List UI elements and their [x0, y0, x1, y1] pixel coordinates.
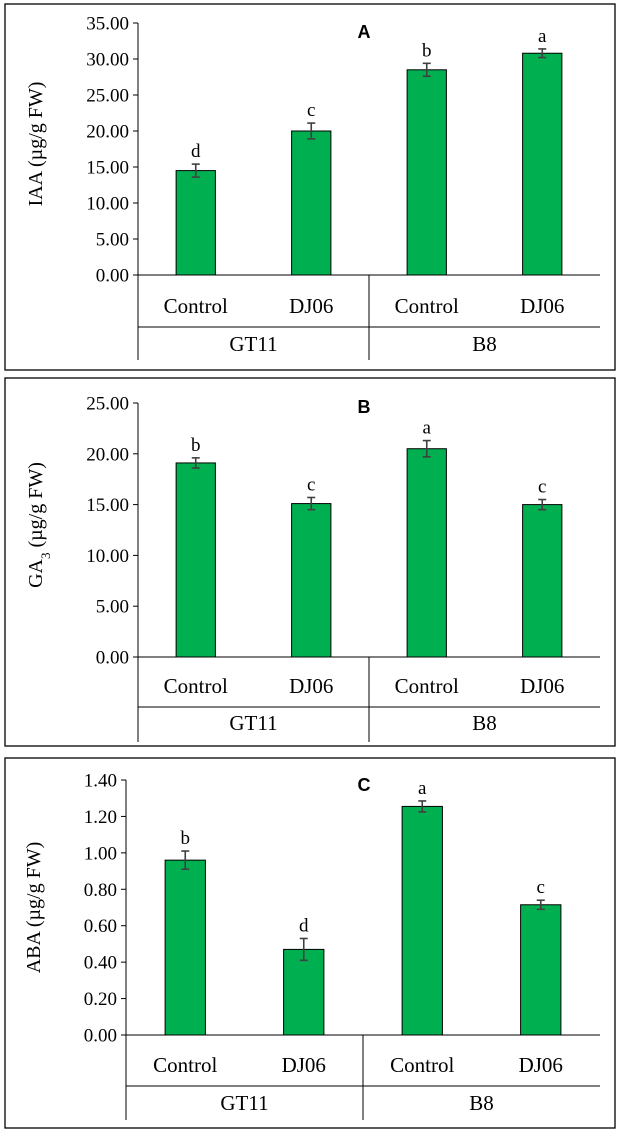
y-axis-label-main: ABA	[23, 930, 45, 973]
bar-gt11-dj06	[291, 503, 332, 658]
bar-b8-dj06	[522, 52, 563, 276]
x-group-label: B8	[472, 711, 497, 735]
y-axis-label-main: IAA	[25, 170, 47, 206]
significance-label: c	[307, 100, 315, 121]
bar-b8-control	[401, 805, 443, 1036]
panel-frame	[4, 757, 616, 1129]
bar-gt11-control	[175, 170, 216, 276]
x-group-label: B8	[469, 1091, 494, 1115]
y-axis-label: GA3 (µg/g FW)	[25, 462, 53, 588]
x-category-label: Control	[390, 1053, 454, 1077]
y-tick-label: 20.00	[86, 122, 129, 143]
significance-label: c	[538, 477, 546, 498]
y-axis-label: ABA (µg/g FW)	[23, 842, 45, 974]
y-axis-label-main: GA	[25, 558, 47, 587]
y-tick-label: 0.20	[84, 989, 117, 1010]
panel-letter: C	[358, 775, 371, 795]
significance-label: b	[422, 40, 432, 61]
chart-panel-b: 0.00 5.00 10.00 15.00 20.00 25.00 GA3 (µg/g FW…	[4, 377, 616, 747]
chart-panel-a: 0.00 5.00 10.00 15.00 20.00 25.00 30.00 35.00 IA…	[4, 3, 616, 371]
significance-label: a	[423, 418, 432, 439]
bar-gt11-control	[164, 859, 206, 1036]
y-tick-label: 15.00	[86, 495, 129, 516]
y-axis-label: IAA (µg/g FW)	[25, 82, 47, 207]
bar-gt11-dj06	[291, 130, 332, 276]
significance-label: a	[418, 778, 427, 799]
x-category-label: Control	[164, 294, 228, 318]
x-category-label: DJ06	[520, 294, 564, 318]
panel-frame	[4, 3, 616, 371]
y-tick-label: 0.80	[84, 880, 117, 901]
x-category-label: Control	[395, 674, 459, 698]
y-tick-label: 0.00	[84, 1026, 117, 1047]
significance-label: d	[299, 915, 309, 936]
y-tick-label: 0.40	[84, 953, 117, 974]
significance-label: c	[307, 474, 315, 495]
bar-b8-control	[406, 448, 447, 658]
y-tick-label: 10.00	[86, 546, 129, 567]
y-tick-label: 25.00	[86, 86, 129, 107]
y-tick-label: 5.00	[96, 230, 129, 251]
x-group-label: GT11	[229, 711, 277, 735]
y-tick-label: 30.00	[86, 50, 129, 71]
y-tick-label: 0.00	[96, 648, 129, 669]
x-category-label: Control	[164, 674, 228, 698]
y-axis-label-unit: (µg/g FW)	[23, 842, 45, 932]
x-group-label: GT11	[220, 1091, 268, 1115]
x-category-label: DJ06	[289, 674, 333, 698]
x-category-label: DJ06	[289, 294, 333, 318]
y-tick-label: 35.00	[86, 14, 129, 35]
y-tick-label: 10.00	[86, 194, 129, 215]
y-tick-label: 1.40	[84, 771, 117, 792]
x-category-label: DJ06	[520, 674, 564, 698]
y-tick-label: 0.60	[84, 916, 117, 937]
x-group-label: B8	[472, 332, 497, 356]
significance-label: c	[537, 877, 545, 898]
y-tick-label: 20.00	[86, 444, 129, 465]
bar-b8-dj06	[520, 904, 562, 1036]
y-axis-label-unit: (µg/g FW)	[25, 462, 47, 552]
y-tick-label: 0.00	[96, 266, 129, 287]
significance-label: a	[538, 26, 547, 47]
x-category-label: Control	[395, 294, 459, 318]
bar-b8-control	[406, 69, 447, 276]
panel-frame	[4, 377, 616, 747]
y-axis-label-unit: (µg/g FW)	[25, 82, 47, 172]
x-category-label: Control	[153, 1053, 217, 1077]
y-tick-label: 25.00	[86, 394, 129, 415]
significance-label: b	[191, 435, 201, 456]
x-category-label: DJ06	[519, 1053, 563, 1077]
bar-gt11-dj06	[283, 948, 325, 1036]
y-tick-label: 1.20	[84, 807, 117, 828]
y-axis-label-subscript: 3	[38, 553, 53, 560]
bar-gt11-control	[175, 462, 216, 658]
x-category-label: DJ06	[282, 1053, 326, 1077]
panel-letter: A	[358, 22, 371, 42]
y-tick-label: 15.00	[86, 158, 129, 179]
chart-panel-c: 0.00 0.20 0.40 0.60 0.80 1.00 1.20 1.40 ABA (µg/…	[4, 757, 616, 1129]
y-tick-label: 5.00	[96, 597, 129, 618]
panel-letter: B	[358, 397, 371, 417]
significance-label: d	[191, 141, 201, 162]
significance-label: b	[181, 828, 191, 849]
y-tick-label: 1.00	[84, 843, 117, 864]
bar-b8-dj06	[522, 504, 563, 658]
x-group-label: GT11	[229, 332, 277, 356]
